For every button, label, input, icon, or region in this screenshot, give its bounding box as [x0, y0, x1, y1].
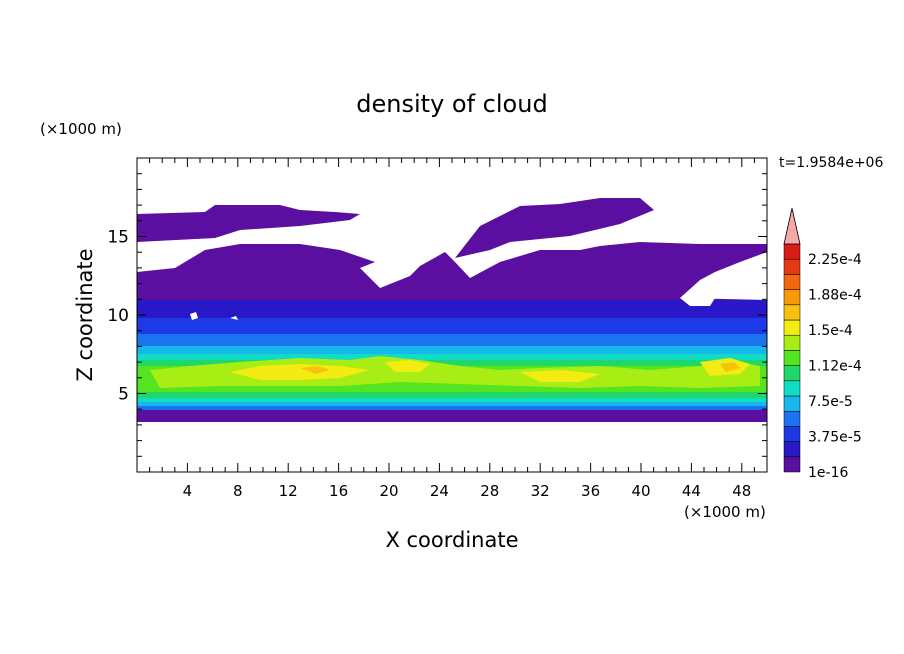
colorbar-swatch: [783, 395, 801, 412]
chart-title: density of cloud: [356, 90, 547, 118]
colorbar-swatch: [783, 380, 801, 397]
x-tick-label: 12: [279, 482, 298, 500]
x-tick-label: 28: [480, 482, 499, 500]
colorbar-swatch: [783, 258, 801, 275]
y-axis-ticks: 5 10 15: [107, 173, 767, 457]
x-tick-label: 24: [430, 482, 449, 500]
colorbar-swatch: [783, 289, 801, 306]
upper-cloud-layer-2: [455, 198, 654, 258]
colorbar-extend-triangle: [783, 207, 801, 245]
colorbar-swatch: [783, 319, 801, 336]
x-axis-ticks: 4 8 12 16 20 24 28 32 36 40 44 48: [149, 158, 755, 500]
cloud-base: [137, 410, 767, 422]
y-tick-label: 10: [107, 306, 129, 326]
colorbar-swatch: [783, 304, 801, 321]
colorbar-label: 7.5e-5: [808, 394, 853, 410]
colorbar-swatch: [783, 456, 801, 473]
colorbar-swatch: [783, 243, 801, 260]
x-tick-label: 40: [631, 482, 650, 500]
cloud-gap-1: [680, 292, 715, 306]
y-axis-label: Z coordinate: [73, 248, 97, 381]
x-axis-label: X coordinate: [385, 528, 518, 552]
colorbar-swatch: [783, 274, 801, 290]
x-tick-label: 32: [531, 482, 550, 500]
colorbar-swatch: [783, 441, 801, 458]
colorbar-swatch: [783, 410, 801, 427]
colorbar-label: 2.25e-4: [808, 252, 862, 268]
x-tick-label: 8: [233, 482, 243, 500]
upper-cloud-layer-1: [137, 205, 360, 242]
y-unit-label: (×1000 m): [40, 120, 122, 138]
colorbar-label: 1e-16: [808, 465, 848, 481]
cloud-field: [137, 198, 767, 422]
colorbar: 1e-16 3.75e-5 7.5e-5 1.12e-4 1.5e-4 1.88e-4 2.…: [783, 207, 862, 481]
plot-area: [137, 158, 767, 472]
cloud-gap-2: [190, 312, 238, 320]
colorbar-label: 1.88e-4: [808, 288, 862, 304]
y-tick-label: 5: [118, 385, 129, 405]
colorbar-swatch: [783, 365, 801, 382]
x-tick-label: 36: [581, 482, 600, 500]
time-label: t=1.9584e+06: [779, 155, 883, 171]
x-tick-label: 48: [732, 482, 751, 500]
colorbar-swatch: [783, 334, 801, 351]
colorbar-label: 1.12e-4: [808, 359, 862, 375]
peak-core-1: [150, 356, 760, 388]
colorbar-label: 1.5e-4: [808, 323, 853, 339]
colorbar-swatch: [783, 426, 801, 442]
x-tick-label: 44: [682, 482, 701, 500]
x-unit-label: (×1000 m): [684, 503, 766, 521]
x-tick-label: 16: [329, 482, 348, 500]
y-tick-label: 15: [107, 228, 129, 248]
x-tick-label: 4: [183, 482, 193, 500]
x-tick-label: 20: [379, 482, 398, 500]
colorbar-label: 3.75e-5: [808, 430, 862, 446]
colorbar-swatch: [783, 350, 801, 366]
peak-core-2: [230, 358, 750, 382]
